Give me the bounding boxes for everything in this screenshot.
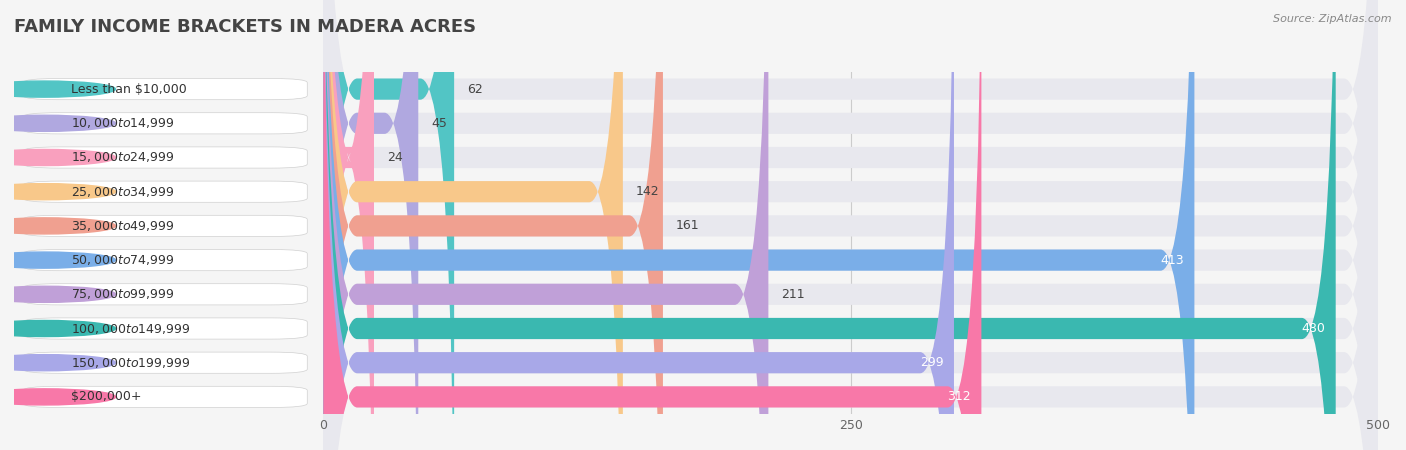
Text: 480: 480 <box>1302 322 1324 335</box>
FancyBboxPatch shape <box>323 0 1378 450</box>
FancyBboxPatch shape <box>22 318 308 339</box>
Circle shape <box>0 81 115 97</box>
Text: 312: 312 <box>948 391 970 403</box>
FancyBboxPatch shape <box>323 0 953 450</box>
FancyBboxPatch shape <box>323 0 623 450</box>
FancyBboxPatch shape <box>22 78 308 100</box>
Circle shape <box>0 252 115 268</box>
FancyBboxPatch shape <box>22 215 308 237</box>
FancyBboxPatch shape <box>323 0 1378 450</box>
Circle shape <box>0 218 115 234</box>
Circle shape <box>0 149 115 166</box>
FancyBboxPatch shape <box>22 249 308 271</box>
Text: $10,000 to $14,999: $10,000 to $14,999 <box>72 116 174 130</box>
FancyBboxPatch shape <box>22 147 308 168</box>
Text: $200,000+: $200,000+ <box>72 391 142 403</box>
FancyBboxPatch shape <box>323 0 664 450</box>
Text: $100,000 to $149,999: $100,000 to $149,999 <box>72 321 191 336</box>
FancyBboxPatch shape <box>323 0 1378 450</box>
FancyBboxPatch shape <box>22 386 308 408</box>
FancyBboxPatch shape <box>323 0 768 450</box>
Text: Source: ZipAtlas.com: Source: ZipAtlas.com <box>1274 14 1392 23</box>
FancyBboxPatch shape <box>323 0 454 450</box>
FancyBboxPatch shape <box>323 0 1378 450</box>
FancyBboxPatch shape <box>323 0 1195 450</box>
Text: 24: 24 <box>387 151 402 164</box>
FancyBboxPatch shape <box>22 181 308 202</box>
FancyBboxPatch shape <box>22 284 308 305</box>
Text: $35,000 to $49,999: $35,000 to $49,999 <box>72 219 174 233</box>
Text: 161: 161 <box>675 220 699 232</box>
Text: FAMILY INCOME BRACKETS IN MADERA ACRES: FAMILY INCOME BRACKETS IN MADERA ACRES <box>14 18 477 36</box>
FancyBboxPatch shape <box>22 112 308 134</box>
Circle shape <box>0 184 115 200</box>
FancyBboxPatch shape <box>323 0 1336 450</box>
Text: $25,000 to $34,999: $25,000 to $34,999 <box>72 184 174 199</box>
FancyBboxPatch shape <box>323 0 419 450</box>
Text: 142: 142 <box>636 185 659 198</box>
Text: $75,000 to $99,999: $75,000 to $99,999 <box>72 287 174 302</box>
FancyBboxPatch shape <box>323 0 1378 450</box>
FancyBboxPatch shape <box>323 0 1378 450</box>
Circle shape <box>0 320 115 337</box>
FancyBboxPatch shape <box>323 0 1378 450</box>
Text: 211: 211 <box>782 288 804 301</box>
FancyBboxPatch shape <box>323 0 981 450</box>
FancyBboxPatch shape <box>323 0 1378 450</box>
Text: 413: 413 <box>1160 254 1184 266</box>
Text: $150,000 to $199,999: $150,000 to $199,999 <box>72 356 191 370</box>
Text: 45: 45 <box>430 117 447 130</box>
FancyBboxPatch shape <box>323 0 1378 450</box>
FancyBboxPatch shape <box>323 0 374 450</box>
Text: 62: 62 <box>467 83 482 95</box>
Text: $15,000 to $24,999: $15,000 to $24,999 <box>72 150 174 165</box>
FancyBboxPatch shape <box>323 0 1378 450</box>
Text: 299: 299 <box>920 356 943 369</box>
Circle shape <box>0 115 115 131</box>
Text: Less than $10,000: Less than $10,000 <box>72 83 187 95</box>
Circle shape <box>0 389 115 405</box>
Circle shape <box>0 286 115 302</box>
FancyBboxPatch shape <box>22 352 308 374</box>
Circle shape <box>0 355 115 371</box>
Text: $50,000 to $74,999: $50,000 to $74,999 <box>72 253 174 267</box>
